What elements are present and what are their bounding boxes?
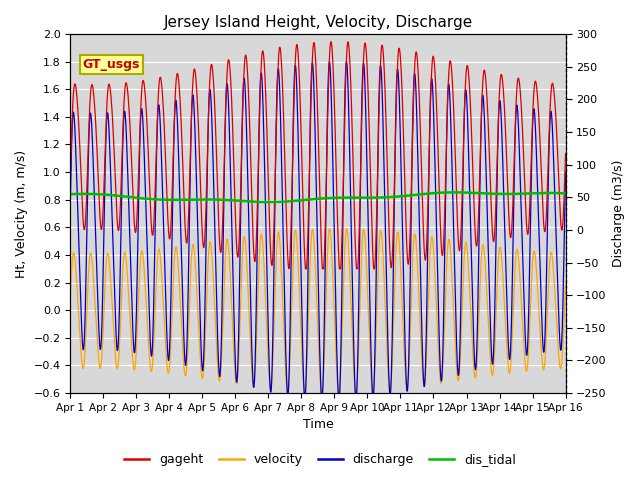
Y-axis label: Discharge (m3/s): Discharge (m3/s) [612,160,625,267]
X-axis label: Time: Time [303,419,333,432]
Y-axis label: Ht, Velocity (m, m/s): Ht, Velocity (m, m/s) [15,149,28,277]
Title: Jersey Island Height, Velocity, Discharge: Jersey Island Height, Velocity, Discharg… [163,15,472,30]
Text: GT_usgs: GT_usgs [83,58,140,71]
Legend: gageht, velocity, discharge, dis_tidal: gageht, velocity, discharge, dis_tidal [119,448,521,471]
